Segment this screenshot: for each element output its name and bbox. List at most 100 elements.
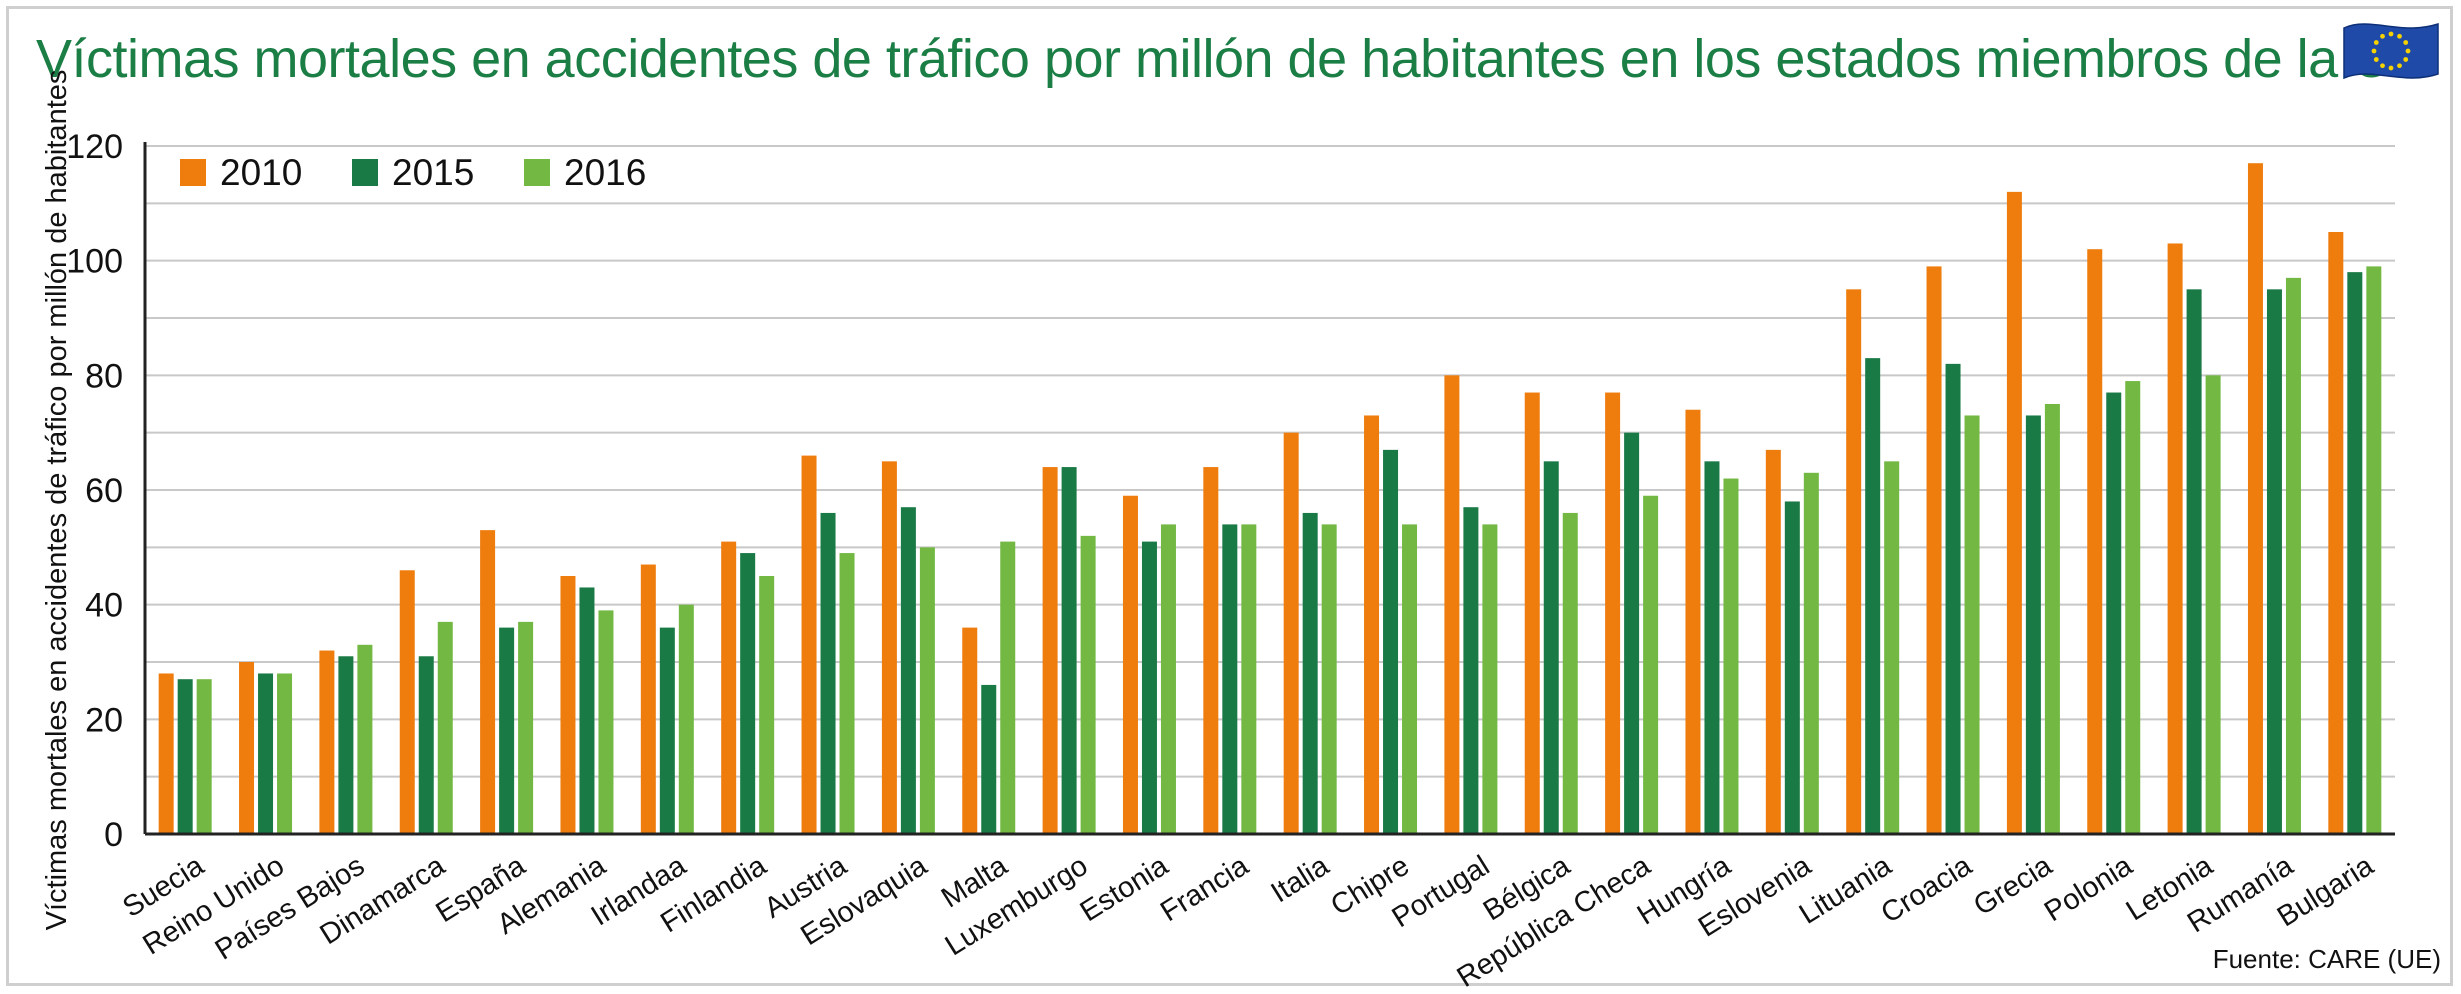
bar-2010	[1203, 467, 1219, 834]
y-tick-label: 60	[85, 472, 123, 510]
flag-star	[2403, 57, 2409, 62]
bar-2016	[196, 679, 212, 834]
bar-2016	[2044, 404, 2060, 834]
bar-2016	[1482, 524, 1498, 834]
flag-star	[2388, 31, 2394, 37]
bar-2010	[1524, 392, 1540, 834]
bar-2016	[839, 553, 855, 834]
legend: 2010 2015 2016	[180, 152, 646, 193]
bar-2010	[1765, 449, 1781, 834]
bar-2016	[2125, 381, 2141, 834]
bar-2016	[1241, 524, 1257, 834]
bar-2010	[1364, 415, 1380, 834]
bar-2016	[277, 673, 293, 834]
bar-2010	[1444, 375, 1460, 834]
bar-2016	[1160, 524, 1176, 834]
flag-star	[2373, 57, 2379, 62]
bar-2010	[1122, 495, 1138, 834]
bar-2010	[1685, 409, 1701, 834]
bar-2015	[740, 553, 756, 834]
bar-2015	[2266, 289, 2282, 834]
bar-2016	[1884, 461, 1900, 834]
bar-2010	[239, 662, 255, 834]
bar-2010	[1926, 266, 1942, 834]
bar-2010	[2006, 191, 2022, 834]
bar-2015	[1784, 501, 1800, 834]
x-tick-label: Francia	[1155, 849, 1255, 928]
bar-2010	[2087, 249, 2103, 834]
bar-2016	[1562, 512, 1578, 834]
bar-2016	[437, 621, 453, 834]
bar-2010	[560, 576, 576, 834]
chart-title: Víctimas mortales en accidentes de tráfi…	[36, 29, 2427, 89]
bar-2016	[678, 604, 694, 834]
bar-2015	[1141, 541, 1157, 834]
bar-2015	[659, 627, 675, 834]
bar-2016	[1964, 415, 1980, 834]
bar-2015	[1865, 358, 1881, 834]
bar-2016	[2366, 266, 2382, 834]
x-tick-label: Polonia	[2039, 849, 2139, 928]
y-tick-label: 0	[104, 816, 123, 854]
bar-2010	[319, 650, 335, 834]
bar-2016	[1402, 524, 1418, 834]
bar-2010	[962, 627, 978, 834]
bar-2016	[2285, 277, 2301, 834]
x-tick-label: Italia	[1266, 849, 1336, 909]
bar-2016	[1723, 478, 1739, 834]
legend-label-2010: 2010	[220, 152, 302, 193]
bar-2016	[919, 547, 935, 834]
flag-star	[2403, 40, 2409, 45]
bar-2016	[598, 610, 614, 834]
bar-2016	[357, 644, 373, 834]
bar-2016	[1803, 472, 1819, 834]
bar-2015	[981, 684, 997, 834]
bar-2015	[1543, 461, 1559, 834]
bar-2010	[721, 541, 737, 834]
bar-2016	[759, 576, 775, 834]
y-tick-label: 100	[66, 243, 123, 281]
bar-2010	[640, 564, 656, 834]
bar-2010	[801, 455, 817, 834]
bar-2010	[2328, 232, 2344, 834]
bar-2015	[1383, 449, 1399, 834]
bar-2015	[338, 656, 354, 834]
bar-2016	[518, 621, 534, 834]
bar-2010	[158, 673, 174, 834]
bar-2010	[480, 530, 496, 834]
y-tick-label: 20	[85, 701, 123, 739]
legend-swatch-2015	[352, 159, 378, 186]
bar-2015	[499, 627, 515, 834]
flag-star	[2388, 65, 2394, 71]
eu-flag-icon	[2343, 22, 2439, 80]
legend-swatch-2010	[180, 159, 206, 186]
bar-2010	[1283, 432, 1299, 834]
bar-2015	[2347, 272, 2363, 835]
x-tick-label: Croacia	[1876, 849, 1978, 930]
bar-2010	[1846, 289, 1862, 834]
flag-star	[2371, 48, 2377, 54]
bar-2015	[1945, 363, 1961, 834]
bar-2010	[2247, 163, 2263, 834]
bar-2010	[2167, 243, 2183, 834]
bar-2016	[1000, 541, 1016, 834]
bar-2016	[1643, 495, 1659, 834]
bar-2015	[2106, 392, 2122, 834]
source-note: Fuente: CARE (UE)	[2212, 944, 2441, 974]
bar-2016	[1080, 535, 1096, 834]
bar-2016	[1321, 524, 1337, 834]
bar-2015	[418, 656, 434, 834]
legend-label-2015: 2015	[392, 152, 474, 193]
y-axis-label: Víctimas mortales en accidentes de tráfi…	[41, 70, 73, 931]
bars	[158, 163, 2382, 835]
bar-2015	[1061, 467, 1077, 834]
legend-label-2016: 2016	[564, 152, 646, 193]
bar-2015	[1624, 432, 1640, 834]
bar-2010	[1042, 467, 1058, 834]
flag-star	[2373, 40, 2379, 45]
flag-star	[2405, 48, 2411, 54]
flag-star	[2380, 33, 2385, 39]
bar-2015	[1463, 507, 1479, 834]
legend-swatch-2016	[524, 159, 550, 186]
